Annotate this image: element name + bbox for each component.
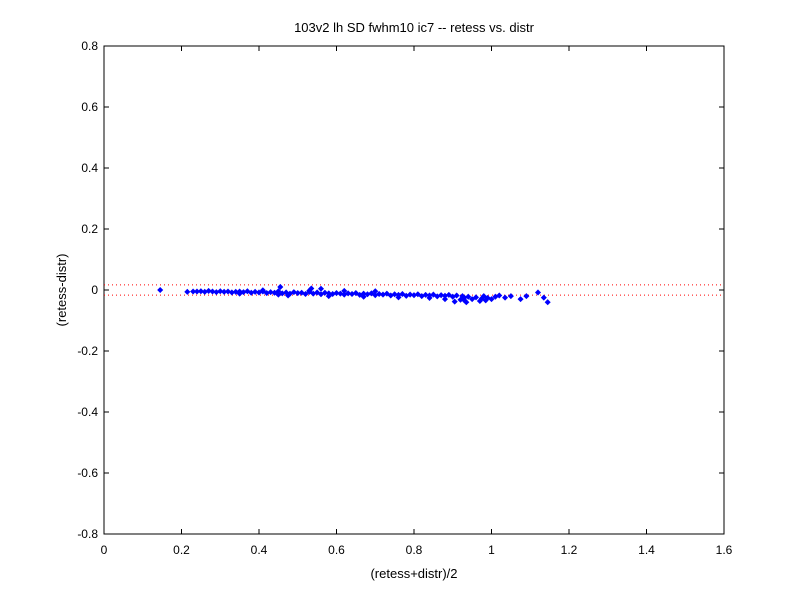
- data-point: [184, 288, 191, 295]
- x-axis-label: (retess+distr)/2: [370, 566, 457, 581]
- data-point: [277, 283, 284, 290]
- data-point: [267, 289, 274, 296]
- data-point: [488, 296, 495, 303]
- data-point: [507, 293, 514, 300]
- data-point: [438, 292, 445, 299]
- x-tick-label: 1.6: [716, 543, 733, 557]
- y-axis-label: (retess-distr): [54, 254, 69, 327]
- x-tick-label: 1: [488, 543, 495, 557]
- x-tick-label: 1.4: [638, 543, 655, 557]
- data-point: [314, 289, 321, 296]
- data-point: [376, 290, 383, 297]
- data-point: [360, 293, 367, 300]
- data-point: [430, 291, 437, 298]
- x-tick-label: 0.2: [173, 543, 190, 557]
- data-point: [306, 287, 313, 294]
- data-point: [544, 299, 551, 306]
- data-point: [540, 294, 547, 301]
- data-point: [422, 291, 429, 298]
- data-point: [502, 294, 509, 301]
- x-axis-ticks: 0 0.2 0.4 0.6 0.8 1 1.2 1.4 1.6: [101, 46, 733, 557]
- data-point: [517, 296, 524, 303]
- data-point: [426, 294, 433, 301]
- data-point: [383, 290, 390, 297]
- data-point: [157, 286, 164, 294]
- data-point: [472, 294, 480, 301]
- data-point: [453, 292, 460, 299]
- data-point: [259, 287, 266, 294]
- data-point: [345, 290, 352, 297]
- y-tick-label: 0: [91, 283, 98, 297]
- data-point: [209, 288, 216, 295]
- y-tick-label: -0.6: [77, 466, 98, 480]
- data-point: [496, 292, 503, 299]
- data-point: [317, 285, 325, 292]
- data-point: [285, 292, 292, 299]
- data-point: [523, 293, 530, 300]
- data-point: [372, 288, 379, 295]
- data-point: [244, 288, 251, 295]
- data-point: [321, 289, 328, 296]
- data-point: [414, 291, 421, 298]
- y-tick-label: 0.8: [81, 39, 98, 53]
- data-point: [333, 290, 340, 297]
- data-point: [252, 288, 259, 295]
- y-tick-label: -0.2: [77, 344, 98, 358]
- data-point: [395, 294, 402, 301]
- reference-lines: [104, 284, 724, 296]
- data-point: [399, 290, 406, 297]
- y-tick-label: -0.8: [77, 527, 98, 541]
- data-point: [534, 289, 542, 296]
- data-point: [469, 296, 476, 303]
- data-point: [407, 291, 414, 298]
- y-tick-label: -0.4: [77, 405, 98, 419]
- x-tick-label: 1.2: [561, 543, 578, 557]
- data-point: [275, 291, 282, 298]
- chart-title: 103v2 lh SD fwhm10 ic7 -- retess vs. dis…: [294, 20, 535, 35]
- data-point: [480, 293, 487, 300]
- x-tick-label: 0.4: [251, 543, 268, 557]
- data-point: [325, 293, 332, 300]
- data-point: [451, 298, 458, 305]
- data-points: [157, 283, 551, 306]
- data-point: [236, 290, 243, 297]
- y-tick-label: 0.4: [81, 161, 98, 175]
- x-tick-label: 0: [101, 543, 108, 557]
- data-point: [217, 288, 224, 295]
- y-tick-label: 0.2: [81, 222, 98, 236]
- data-point: [445, 291, 452, 298]
- data-point: [465, 293, 472, 300]
- data-point: [205, 287, 212, 294]
- data-point: [352, 290, 359, 297]
- data-point: [391, 291, 398, 298]
- data-point: [461, 297, 468, 304]
- data-point: [441, 296, 449, 303]
- y-axis-ticks: -0.8 -0.6 -0.4 -0.2 0 0.2 0.4 0.6 0.8: [77, 39, 724, 541]
- x-tick-label: 0.8: [406, 543, 423, 557]
- data-point: [224, 288, 232, 295]
- data-point: [341, 287, 348, 294]
- data-point: [368, 290, 375, 297]
- x-tick-label: 0.6: [328, 543, 345, 557]
- y-tick-label: 0.6: [81, 100, 98, 114]
- data-point: [302, 290, 309, 297]
- data-point: [197, 288, 204, 295]
